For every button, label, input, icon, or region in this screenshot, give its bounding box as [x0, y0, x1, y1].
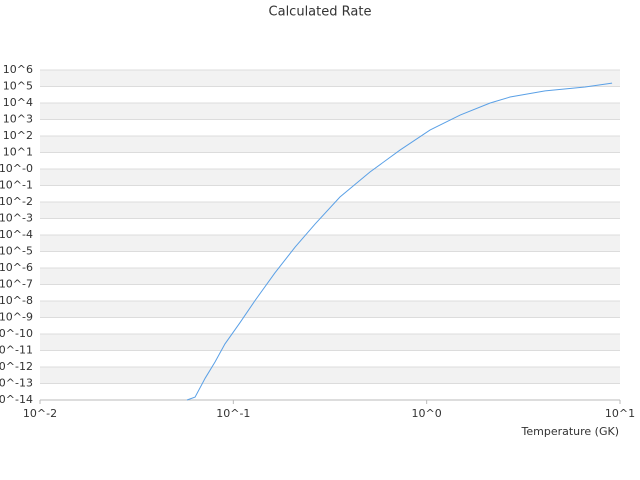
y-tick-label: 10^-2	[0, 195, 33, 208]
x-tick-label: 10^-2	[23, 407, 57, 420]
grid-band	[40, 202, 620, 219]
data-line	[186, 82, 613, 401]
y-tick-label: 10^4	[3, 96, 33, 109]
y-tick-label: 10^2	[3, 129, 33, 142]
x-tick-label: 10^1	[605, 407, 635, 420]
y-tick-label: 10^-10	[0, 327, 33, 340]
y-tick-label: 10^-13	[0, 377, 33, 390]
y-tick-label: 10^-6	[0, 261, 33, 274]
grid-band	[40, 367, 620, 384]
chart-title: Calculated Rate	[269, 5, 372, 20]
y-tick-label: 10^-4	[0, 228, 33, 241]
grid-band	[40, 103, 620, 120]
y-tick-label: 10^3	[3, 113, 33, 126]
y-tick-label: 10^-12	[0, 360, 33, 373]
y-tick-label: 10^-7	[0, 278, 33, 291]
grid-band	[40, 235, 620, 252]
grid-band	[40, 334, 620, 351]
x-tick-label: 10^-1	[216, 407, 250, 420]
y-tick-label: 10^-14	[0, 393, 33, 406]
y-tick-label: 10^-1	[0, 179, 33, 192]
y-tick-label: 10^-9	[0, 311, 33, 324]
grid-band	[40, 268, 620, 285]
y-tick-label: 10^1	[3, 146, 33, 159]
y-tick-label: 10^-11	[0, 344, 33, 357]
grid-band	[40, 136, 620, 153]
x-tick-label: 10^0	[412, 407, 442, 420]
grid-band	[40, 301, 620, 318]
y-tick-label: 10^6	[3, 63, 33, 76]
y-tick-label: 10^-0	[0, 162, 33, 175]
y-tick-label: 10^-8	[0, 294, 33, 307]
grid-band	[40, 70, 620, 87]
y-tick-label: 10^-5	[0, 245, 33, 258]
y-tick-label: 10^-3	[0, 212, 33, 225]
x-axis-label: Temperature (GK)	[521, 425, 620, 438]
y-tick-label: 10^5	[3, 80, 33, 93]
grid-band	[40, 169, 620, 186]
